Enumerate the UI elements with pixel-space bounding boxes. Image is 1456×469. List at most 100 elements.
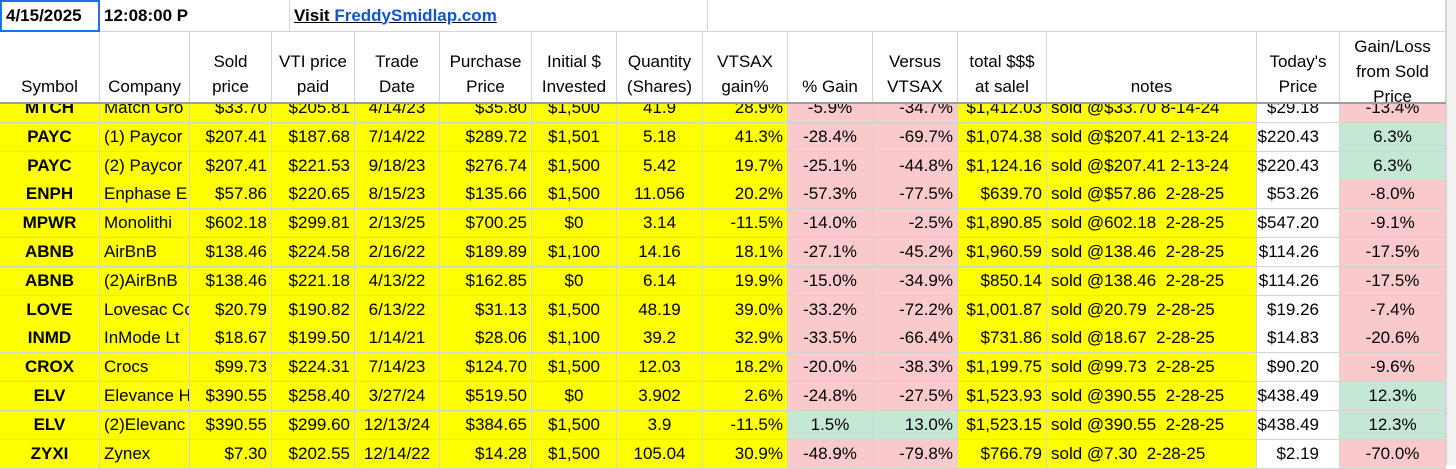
data-cell: sold @20.79 2-28-25 xyxy=(1047,295,1257,325)
data-cell-text: $224.58 xyxy=(288,242,350,261)
time-cell: 12:08:00 P xyxy=(100,0,290,32)
data-cell-text: -17.5% xyxy=(1365,270,1420,290)
data-cell: 6.14 xyxy=(617,266,703,296)
data-cell-text: -33.5% xyxy=(803,328,857,348)
column-header: Symbol xyxy=(0,32,100,103)
data-cell-text: $0 xyxy=(564,386,584,405)
data-cell: -8.0% xyxy=(1340,180,1446,210)
data-cell-text: sold @7.30 2-28-25 xyxy=(1051,443,1206,463)
data-cell-text: 39.0% xyxy=(734,299,783,319)
data-cell-text: $547.20 xyxy=(1257,213,1319,233)
date: 4/15/2025 xyxy=(6,6,82,25)
data-cell: $162.85 xyxy=(440,266,532,296)
data-cell-text: sold @20.79 2-28-25 xyxy=(1051,299,1215,319)
data-cell: 6/13/22 xyxy=(355,295,440,325)
data-cell-text: 48.19 xyxy=(638,299,681,319)
data-cell-text: $299.60 xyxy=(288,414,350,434)
symbol-text: PAYC xyxy=(27,155,72,175)
data-cell: 6.3% xyxy=(1340,122,1446,152)
data-cell-text: 6.14 xyxy=(642,270,677,290)
data-cell: 2/16/22 xyxy=(355,238,440,267)
symbol-text: LOVE xyxy=(26,299,73,319)
time: 12:08:00 P xyxy=(104,5,189,25)
data-cell: -20.6% xyxy=(1340,324,1446,354)
data-cell: $1,074.38 xyxy=(958,122,1047,152)
data-cell-text: $19.26 xyxy=(1267,299,1319,319)
data-cell-text: $114.26 xyxy=(1258,242,1319,261)
data-cell-text: -20.6% xyxy=(1365,328,1420,348)
data-cell-text: -7.4% xyxy=(1370,299,1415,319)
data-cell: sold @7.30 2-28-25 xyxy=(1047,439,1257,469)
data-cell: -79.8% xyxy=(873,439,958,469)
data-cell: $138.46 xyxy=(190,238,272,267)
data-cell-text: $1,001.87 xyxy=(966,299,1042,319)
data-cell: 12/13/24 xyxy=(355,410,440,440)
data-cell-text: Monolithi xyxy=(104,213,173,233)
column-header: Initial $ Invested xyxy=(532,32,617,103)
column-header: Company xyxy=(100,32,190,103)
data-cell-text: $1,501 xyxy=(548,126,600,146)
column-header-text: Symbol xyxy=(21,77,78,96)
data-cell: $224.31 xyxy=(272,353,355,383)
symbol-text: ELV xyxy=(33,386,66,405)
data-cell-text: sold @99.73 2-28-25 xyxy=(1051,357,1215,377)
column-header: Sold price xyxy=(190,32,272,103)
symbol: LOVE xyxy=(0,295,100,325)
data-cell-text: 2/16/22 xyxy=(368,242,426,261)
data-cell-text: $438.49 xyxy=(1257,386,1319,405)
data-cell: $766.79 xyxy=(958,439,1047,469)
data-cell: $438.49 xyxy=(1257,382,1340,411)
symbol-text: ENPH xyxy=(25,184,74,204)
data-cell: 3.9 xyxy=(617,410,703,440)
data-cell: 39.2 xyxy=(617,324,703,354)
data-cell-text: $199.50 xyxy=(288,328,350,348)
data-cell-text: 5.42 xyxy=(642,155,677,175)
data-cell-text: -24.8% xyxy=(803,386,857,405)
data-cell-text: -66.4% xyxy=(899,328,953,348)
data-cell-text: -27.1% xyxy=(803,242,857,261)
data-cell: -77.5% xyxy=(873,180,958,210)
data-cell: $99.73 xyxy=(190,353,272,383)
site-link[interactable]: FreddySmidlap.com xyxy=(334,5,497,25)
data-cell: $1,500 xyxy=(532,410,617,440)
column-header: notes xyxy=(1047,32,1257,103)
data-cell-text: $1,124.16 xyxy=(966,155,1042,175)
data-cell-text: sold @390.55 2-28-25 xyxy=(1051,414,1225,434)
data-cell: 9/18/23 xyxy=(355,151,440,181)
data-cell-text: $189.89 xyxy=(465,242,527,261)
column-header-text: Initial $ Invested xyxy=(541,52,607,96)
data-cell: InMode Lt xyxy=(100,324,190,354)
column-header-text: Gain/Loss from Sold Price xyxy=(1354,37,1431,103)
data-cell: Lovesac Co xyxy=(100,295,190,325)
data-cell-text: 7/14/22 xyxy=(368,126,426,146)
data-cell-text: 3/27/24 xyxy=(368,386,426,405)
data-cell: $289.72 xyxy=(440,122,532,152)
data-cell: sold @602.18 2-28-25 xyxy=(1047,209,1257,239)
data-cell-text: $1,960.59 xyxy=(966,242,1042,261)
data-cell: $1,500 xyxy=(532,180,617,210)
data-cell-text: $207.41 xyxy=(205,155,267,175)
column-header: VTI price paid xyxy=(272,32,355,103)
data-cell: $1,501 xyxy=(532,122,617,152)
data-cell: $299.81 xyxy=(272,209,355,239)
data-cell: -48.9% xyxy=(788,439,873,469)
selected-cell[interactable]: 4/15/2025 xyxy=(0,0,100,32)
data-cell-text: 19.9% xyxy=(734,270,783,290)
column-header-text: Company xyxy=(108,77,181,96)
data-cell-text: $99.73 xyxy=(215,357,267,377)
data-cell: 20.2% xyxy=(703,180,788,210)
data-cell: $519.50 xyxy=(440,382,532,411)
data-cell: $1,500 xyxy=(532,295,617,325)
data-cell: $57.86 xyxy=(190,180,272,210)
symbol-text: ZYXI xyxy=(30,443,69,463)
data-cell: $220.65 xyxy=(272,180,355,210)
data-cell-text: 12.3% xyxy=(1368,386,1417,405)
column-header-text: Purchase Price xyxy=(449,52,522,96)
data-cell: $547.20 xyxy=(1257,209,1340,239)
data-cell: -2.5% xyxy=(873,209,958,239)
data-cell: -33.2% xyxy=(788,295,873,325)
data-cell: $202.55 xyxy=(272,439,355,469)
data-cell: 12/14/22 xyxy=(355,439,440,469)
symbol: ZYXI xyxy=(0,439,100,469)
